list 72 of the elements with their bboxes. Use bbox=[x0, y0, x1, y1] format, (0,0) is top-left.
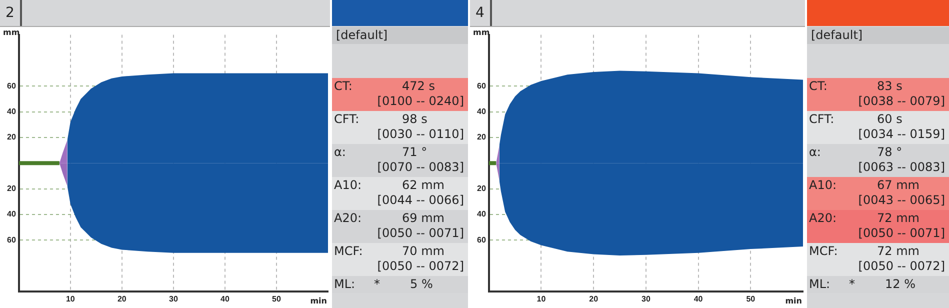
text: [0050 -- 0072] bbox=[858, 259, 945, 273]
y-tick-label: 60 bbox=[6, 81, 16, 90]
text: CT: bbox=[334, 79, 352, 93]
x-axis-title: min bbox=[310, 296, 328, 306]
text: [0050 -- 0071] bbox=[858, 226, 945, 240]
y-tick-label: 40 bbox=[6, 210, 16, 219]
text: 78 ° bbox=[877, 145, 902, 159]
x-tick-label: 10 bbox=[66, 294, 76, 304]
text: 72 mm bbox=[877, 244, 920, 258]
y-tick-label: 20 bbox=[6, 184, 16, 193]
text: 67 mm bbox=[877, 178, 920, 192]
text: [0034 -- 0159] bbox=[858, 127, 945, 141]
text: * bbox=[849, 277, 855, 291]
text: [default] bbox=[332, 27, 468, 44]
text: [0030 -- 0110] bbox=[377, 127, 464, 141]
y-tick-label: 60 bbox=[6, 235, 16, 244]
x-tick-label: 50 bbox=[746, 294, 756, 304]
text: 70 mm bbox=[402, 244, 444, 258]
text: 60 s bbox=[877, 112, 902, 126]
text: [0043 -- 0065] bbox=[858, 193, 945, 207]
text: 71 ° bbox=[402, 145, 428, 159]
y-tick-label: 20 bbox=[476, 132, 486, 142]
x-tick-label: 50 bbox=[272, 294, 282, 304]
x-tick-label: 20 bbox=[589, 294, 599, 304]
y-axis-title: mm bbox=[3, 28, 20, 38]
text: α: bbox=[334, 145, 346, 159]
text: 69 mm bbox=[402, 211, 444, 225]
text: [0070 -- 0083] bbox=[377, 160, 464, 174]
x-axis-title: min bbox=[785, 296, 802, 306]
text: A10: bbox=[809, 178, 837, 192]
text: [0050 -- 0072] bbox=[377, 259, 464, 273]
text: ML: bbox=[334, 277, 356, 291]
text: [0050 -- 0071] bbox=[377, 226, 464, 240]
y-tick-label: 40 bbox=[476, 210, 486, 219]
x-tick-label: 30 bbox=[641, 294, 651, 304]
text: A10: bbox=[334, 178, 362, 192]
text: [0063 -- 0083] bbox=[858, 160, 945, 174]
text: 62 mm bbox=[402, 178, 444, 192]
text: 72 mm bbox=[877, 211, 920, 225]
x-tick-label: 10 bbox=[536, 294, 546, 304]
text: [0100 -- 0240] bbox=[377, 94, 464, 108]
text: CFT: bbox=[334, 112, 360, 126]
y-tick-label: 60 bbox=[476, 235, 486, 244]
text: 472 s bbox=[402, 79, 435, 93]
text: α: bbox=[809, 145, 821, 159]
text: 5 % bbox=[410, 277, 433, 291]
text: [default] bbox=[807, 27, 949, 44]
chart-title: 4 bbox=[470, 0, 492, 26]
text: ML: bbox=[809, 277, 830, 291]
text: A20: bbox=[809, 211, 837, 225]
text: 98 s bbox=[402, 112, 428, 126]
text: CFT: bbox=[809, 112, 834, 126]
text: * bbox=[374, 277, 380, 291]
text: [0038 -- 0079] bbox=[858, 94, 945, 108]
x-tick-label: 40 bbox=[220, 294, 230, 304]
y-tick-label: 20 bbox=[476, 184, 486, 193]
text: [0044 -- 0066] bbox=[377, 193, 464, 207]
chart-title: 2 bbox=[0, 0, 22, 26]
x-tick-label: 20 bbox=[117, 294, 127, 304]
y-tick-label: 40 bbox=[6, 106, 16, 116]
y-tick-label: 20 bbox=[6, 132, 16, 142]
text: A20: bbox=[334, 211, 362, 225]
text: CT: bbox=[809, 79, 828, 93]
y-tick-label: 60 bbox=[476, 81, 486, 90]
x-tick-label: 40 bbox=[694, 294, 704, 304]
x-tick-label: 30 bbox=[168, 294, 178, 304]
y-tick-label: 40 bbox=[476, 106, 486, 116]
text: 12 % bbox=[885, 277, 916, 291]
y-axis-title: mm bbox=[473, 28, 490, 38]
text: MCF: bbox=[809, 244, 838, 258]
text: 83 s bbox=[877, 79, 902, 93]
text: MCF: bbox=[334, 244, 363, 258]
